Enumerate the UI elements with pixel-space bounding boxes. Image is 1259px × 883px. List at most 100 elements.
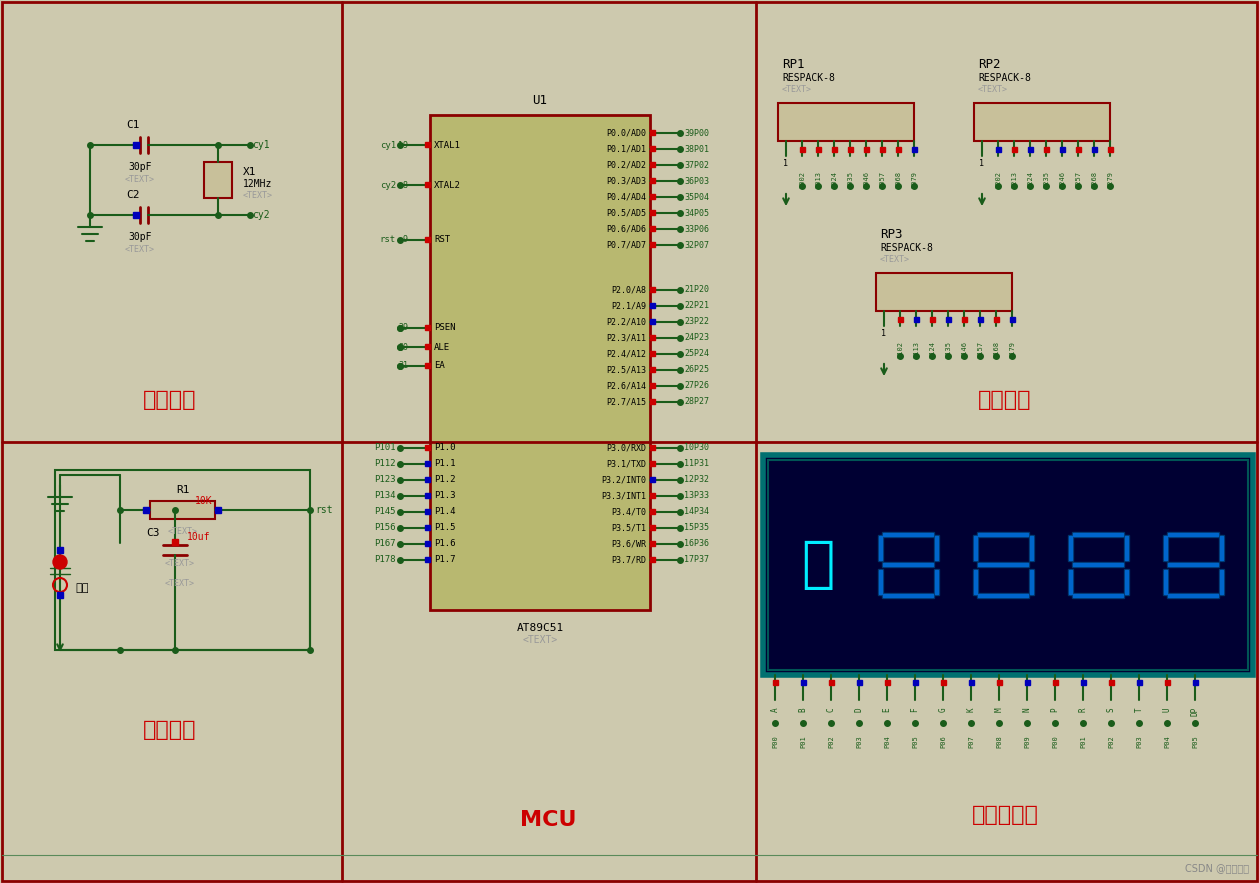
Bar — [768, 460, 1248, 670]
Bar — [1071, 593, 1124, 598]
Text: RST: RST — [434, 236, 451, 245]
Bar — [828, 680, 833, 685]
Bar — [934, 569, 939, 595]
Bar — [650, 477, 655, 482]
Bar — [172, 539, 178, 545]
Bar — [426, 557, 431, 562]
Text: P134: P134 — [374, 492, 397, 501]
Text: cy1: cy1 — [380, 140, 397, 149]
Text: C3: C3 — [146, 528, 160, 538]
Text: P1.0: P1.0 — [434, 443, 456, 452]
Text: M: M — [995, 707, 1003, 712]
Bar — [1167, 593, 1219, 598]
Bar — [426, 325, 431, 330]
Bar — [426, 142, 431, 147]
Bar — [849, 147, 854, 152]
Bar — [977, 532, 1029, 537]
Text: XTAL2: XTAL2 — [434, 180, 461, 190]
Text: U: U — [1162, 707, 1172, 712]
Bar — [1165, 536, 1167, 560]
Bar — [857, 680, 862, 685]
Bar — [650, 509, 655, 514]
Bar — [946, 317, 951, 322]
Text: P178: P178 — [374, 555, 397, 564]
Bar — [1126, 536, 1128, 560]
Bar — [1163, 569, 1168, 595]
Bar — [974, 536, 977, 560]
Text: P202: P202 — [995, 171, 1001, 188]
Text: 28P27: 28P27 — [684, 397, 709, 406]
Bar — [426, 182, 431, 187]
Text: 上拉排阻: 上拉排阻 — [978, 390, 1031, 410]
Text: 16P36: 16P36 — [684, 540, 709, 548]
Bar — [426, 477, 431, 482]
Text: E: E — [883, 707, 891, 712]
Text: P08: P08 — [996, 735, 1002, 748]
Bar — [1068, 535, 1073, 561]
Bar — [914, 317, 919, 322]
Bar — [801, 680, 806, 685]
Bar — [144, 507, 149, 513]
Text: <TEXT>: <TEXT> — [167, 527, 198, 537]
Text: P3.5/T1: P3.5/T1 — [611, 524, 646, 532]
Bar — [913, 680, 918, 685]
Bar — [940, 680, 946, 685]
Bar — [880, 147, 885, 152]
Bar — [832, 147, 837, 152]
Bar — [650, 335, 655, 340]
Bar — [1025, 680, 1030, 685]
Text: B: B — [798, 707, 807, 712]
Text: P268: P268 — [1092, 171, 1097, 188]
Bar — [1168, 533, 1217, 536]
Text: <TEXT>: <TEXT> — [165, 559, 195, 568]
Text: MCU: MCU — [520, 810, 577, 830]
Text: P0.0/AD0: P0.0/AD0 — [606, 129, 646, 138]
Bar — [997, 680, 1002, 685]
Text: <TEXT>: <TEXT> — [243, 192, 273, 200]
Text: 10P30: 10P30 — [684, 443, 709, 452]
Bar — [426, 525, 431, 530]
Bar — [883, 594, 933, 597]
Bar — [650, 525, 655, 530]
Text: P124: P124 — [929, 341, 935, 358]
Bar — [1071, 562, 1124, 567]
Bar — [426, 237, 431, 242]
Text: P167: P167 — [374, 540, 397, 548]
Bar — [1073, 533, 1123, 536]
Bar — [1029, 569, 1034, 595]
Text: 1: 1 — [783, 159, 788, 168]
Text: P213: P213 — [1011, 171, 1017, 188]
Bar — [650, 383, 655, 388]
Bar — [1168, 563, 1217, 566]
Text: 11P31: 11P31 — [684, 459, 709, 469]
Bar — [773, 680, 778, 685]
Text: 25P24: 25P24 — [684, 350, 709, 358]
Text: U1: U1 — [533, 94, 548, 107]
Text: P246: P246 — [1059, 171, 1065, 188]
Bar — [431, 115, 650, 610]
Text: 32P07: 32P07 — [684, 240, 709, 250]
Text: P157: P157 — [977, 341, 983, 358]
Bar — [878, 535, 883, 561]
Text: P168: P168 — [993, 341, 998, 358]
Bar — [876, 273, 1012, 311]
Bar — [1126, 570, 1128, 594]
Bar — [1220, 536, 1222, 560]
Text: P05: P05 — [912, 735, 918, 748]
Bar — [1109, 680, 1114, 685]
Bar — [650, 461, 655, 466]
Bar — [935, 570, 938, 594]
Text: <TEXT>: <TEXT> — [978, 85, 1008, 94]
Text: P03: P03 — [1136, 735, 1142, 748]
Text: 晶振电路: 晶振电路 — [144, 390, 196, 410]
Bar — [885, 680, 890, 685]
Text: P02: P02 — [828, 735, 833, 748]
Text: 10uf: 10uf — [188, 532, 210, 542]
Bar — [150, 501, 215, 519]
Text: P024: P024 — [831, 171, 837, 188]
Text: RESPACK-8: RESPACK-8 — [782, 73, 835, 83]
Text: P1.6: P1.6 — [434, 540, 456, 548]
Text: P002: P002 — [799, 171, 805, 188]
Text: P00: P00 — [1053, 735, 1058, 748]
Bar — [650, 351, 655, 356]
